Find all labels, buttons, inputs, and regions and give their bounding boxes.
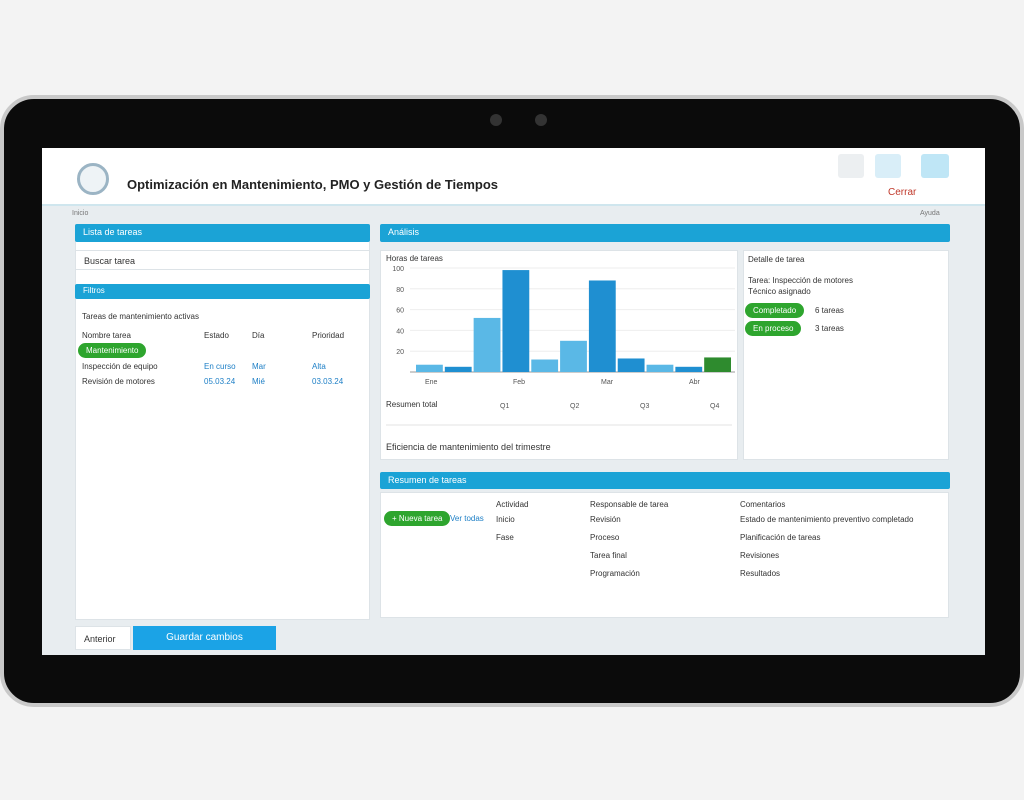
- status-pill[interactable]: En proceso: [745, 321, 802, 336]
- chart-title: Horas de tareas: [386, 254, 443, 263]
- column-header: Prioridad: [312, 331, 345, 340]
- table-cell: Proceso: [590, 533, 620, 542]
- filter-label: Tareas de mantenimiento activas: [82, 312, 199, 321]
- icon-button[interactable]: [921, 154, 949, 178]
- column-header: Estado: [204, 331, 229, 340]
- logo: [77, 163, 109, 195]
- chart: 20 40 60 80 100 Ene Feb Mar Abr Q1 Q2 Q3 Q4: [386, 266, 735, 426]
- table-cell: Mié: [252, 377, 265, 386]
- x-tick-label: Mar: [601, 379, 614, 386]
- breadcrumb[interactable]: Inicio: [72, 210, 89, 217]
- detail-title: Detalle de tarea: [748, 255, 805, 264]
- range-label: Q1: [500, 403, 509, 410]
- table-cell: 05.03.24: [204, 377, 236, 386]
- range-label: Q2: [570, 403, 579, 410]
- column-header: Día: [252, 331, 265, 340]
- bar: [704, 357, 731, 372]
- table-cell: Revisión: [590, 515, 621, 524]
- x-tick-label: Abr: [689, 379, 701, 386]
- table-cell: En curso: [204, 362, 236, 371]
- save-button[interactable]: Guardar cambios: [133, 626, 276, 650]
- y-tick-label: 80: [396, 287, 404, 294]
- table-cell: Inspección de equipo: [82, 362, 158, 371]
- icon-button[interactable]: [875, 154, 901, 178]
- table-cell: Mar: [252, 362, 266, 371]
- x-tick-label: Feb: [513, 379, 525, 386]
- table-cell: 03.03.24: [312, 377, 344, 386]
- status-badge[interactable]: Mantenimiento: [78, 343, 147, 358]
- pill-note: 3 tareas: [815, 324, 844, 333]
- detail-panel: [743, 250, 949, 460]
- y-tick-label: 20: [396, 349, 404, 356]
- detail-line: Tarea: Inspección de motores: [748, 276, 853, 285]
- bar: [444, 366, 472, 372]
- table-cell: Inicio: [496, 515, 515, 524]
- bar: [531, 359, 559, 372]
- camera: [535, 114, 547, 126]
- table-cell: Alta: [312, 362, 326, 371]
- close-link[interactable]: Cerrar: [888, 187, 917, 198]
- chart-note: Eficiencia de mantenimiento del trimestr…: [386, 442, 551, 452]
- app-title: Optimización en Mantenimiento, PMO y Ges…: [127, 177, 499, 192]
- search-input[interactable]: Buscar tarea: [75, 250, 370, 270]
- summary-panel: [380, 492, 949, 618]
- bar: [560, 340, 587, 372]
- column-header: Nombre tarea: [82, 331, 131, 340]
- filter-bar[interactable]: Filtros: [75, 284, 370, 299]
- table-cell: Revisiones: [740, 551, 780, 560]
- table-cell: Tarea final: [590, 551, 627, 560]
- table-cell: Programación: [590, 569, 640, 578]
- view-all-link[interactable]: Ver todas: [450, 514, 484, 523]
- section-bar: Resumen de tareas: [380, 472, 950, 489]
- y-tick-label: 100: [392, 266, 404, 273]
- breadcrumb[interactable]: Ayuda: [920, 210, 940, 217]
- pill-note: 6 tareas: [815, 306, 844, 315]
- bar: [502, 270, 530, 372]
- status-pill[interactable]: Completado: [745, 303, 805, 318]
- bar: [416, 364, 443, 372]
- y-tick-label: 60: [396, 308, 404, 315]
- header: [42, 148, 985, 206]
- new-task-button[interactable]: + Nueva tarea: [384, 511, 451, 526]
- table-cell: Fase: [496, 533, 514, 542]
- table-cell: Planificación de tareas: [740, 533, 821, 542]
- chart-summary: Resumen total: [386, 400, 438, 409]
- detail-line: Técnico asignado: [748, 287, 811, 296]
- bar: [675, 366, 703, 372]
- bar: [588, 280, 616, 372]
- table-cell: Revisión de motores: [82, 377, 155, 386]
- panel-title: Lista de tareas: [75, 224, 370, 242]
- section-bar: Análisis: [380, 224, 950, 242]
- y-tick-label: 40: [396, 328, 404, 335]
- table-cell: Resultados: [740, 569, 781, 578]
- back-button[interactable]: Anterior: [75, 626, 131, 650]
- bar: [617, 358, 645, 372]
- camera: [490, 114, 502, 126]
- icon-button[interactable]: [838, 154, 864, 178]
- x-tick-label: Ene: [425, 379, 438, 386]
- table-cell: Estado de mantenimiento preventivo compl…: [740, 515, 914, 524]
- column-header: Responsable de tarea: [590, 500, 669, 509]
- column-header: Comentarios: [740, 500, 786, 509]
- range-label: Q3: [640, 403, 649, 410]
- range-label: Q4: [710, 403, 719, 410]
- column-header: Actividad: [496, 500, 529, 509]
- bar: [646, 364, 674, 372]
- bar: [473, 317, 501, 372]
